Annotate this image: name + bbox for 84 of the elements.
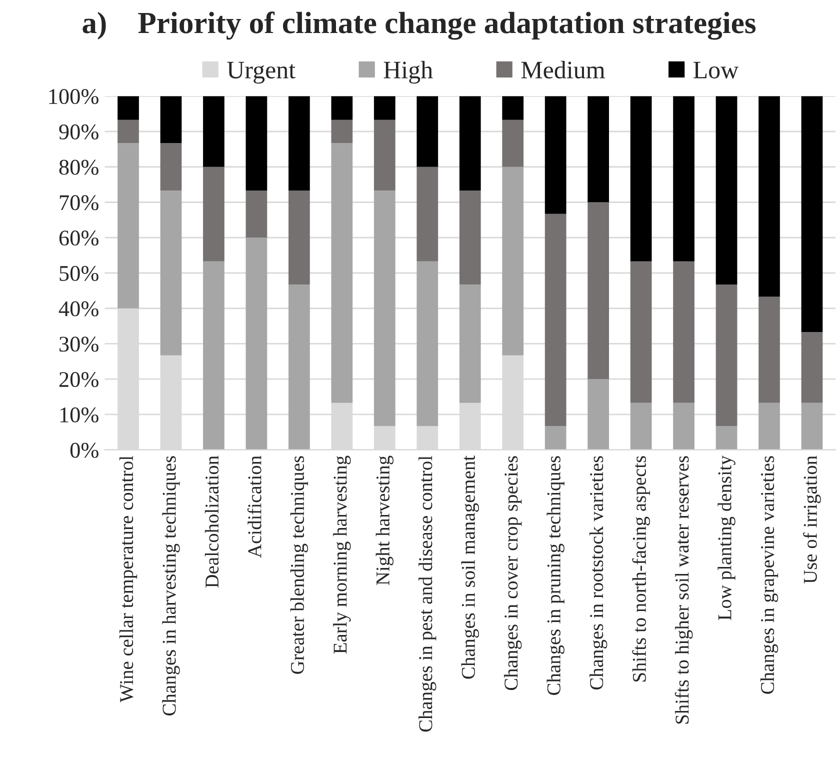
x-tick-label: Shifts to north-facing aspects <box>632 456 650 682</box>
x-tick-label: Low planting density <box>718 455 736 620</box>
bar <box>246 190 268 238</box>
bar <box>673 402 694 450</box>
bar <box>588 96 609 202</box>
legend-label: Low <box>694 62 739 78</box>
bar <box>374 190 396 426</box>
bar <box>630 261 652 403</box>
y-tick-label: 30% <box>60 336 98 352</box>
bar <box>502 166 524 356</box>
y-tick-label: 100% <box>49 89 98 104</box>
bar <box>331 120 353 144</box>
bar <box>118 120 139 144</box>
bar <box>459 96 481 191</box>
bar <box>288 284 310 450</box>
bar <box>374 96 396 120</box>
bar <box>588 202 609 380</box>
bar <box>203 166 224 262</box>
bar <box>716 426 738 450</box>
x-tick-label: Acidification <box>247 456 262 558</box>
x-tick-label: Changes in soil management <box>461 456 479 679</box>
x-tick-label: Changes in pest and disease control <box>418 456 436 732</box>
legend-label: Medium <box>521 60 605 78</box>
bar <box>160 96 182 144</box>
legend-label: High <box>384 60 433 84</box>
bar <box>630 402 652 450</box>
y-tick-label: 20% <box>59 372 98 388</box>
y-tick-label: 40% <box>58 301 98 316</box>
bar <box>288 190 310 285</box>
bar <box>673 261 694 403</box>
bar <box>801 332 823 403</box>
bar <box>716 96 738 285</box>
x-tick-label: Dealcoholization <box>204 456 219 588</box>
bar <box>758 96 780 297</box>
y-tick-label: 90% <box>59 124 98 140</box>
x-tick-label: Changes in cover crop species <box>504 456 522 690</box>
bar <box>331 96 353 120</box>
y-tick-label: 60% <box>59 230 98 246</box>
bar <box>118 96 139 120</box>
bar <box>203 96 224 167</box>
x-tick-label: Wine cellar temperature control <box>119 456 138 702</box>
bar <box>459 284 481 403</box>
y-tick-label: 50% <box>60 266 98 281</box>
bar <box>416 96 438 167</box>
y-tick-label: 80% <box>59 160 98 175</box>
bar <box>630 96 652 262</box>
x-tick-label: Changes in harvesting techniques <box>162 456 180 716</box>
bar <box>288 96 310 191</box>
bar <box>416 261 438 426</box>
bar <box>801 96 823 332</box>
x-tick-label: Changes in grapevine varieties <box>760 456 778 694</box>
x-tick-label: Night harvesting <box>376 456 394 586</box>
bar <box>544 96 566 214</box>
y-tick-label: 10% <box>60 407 98 422</box>
bar <box>673 96 694 262</box>
x-tick-label: Changes in rootstock varieties <box>589 456 608 690</box>
bar <box>758 296 780 403</box>
legend-label: Urgent <box>227 62 296 84</box>
bar <box>502 120 524 167</box>
y-tick-label: 0% <box>70 442 98 458</box>
bar <box>246 96 268 191</box>
bar <box>459 190 481 285</box>
x-tick-label: Use of irrigation <box>803 456 821 584</box>
chart-title: a) Priority of climate change adaptation strategies <box>82 12 756 40</box>
bar <box>160 143 182 191</box>
bar <box>502 96 524 120</box>
x-tick-label: Changes in pruning techniques <box>546 456 564 695</box>
bar <box>801 402 823 450</box>
bar <box>374 120 396 191</box>
x-tick-label: Shifts to higher soil water reserves <box>674 456 693 724</box>
bar <box>544 426 566 450</box>
bar <box>416 166 438 262</box>
bar <box>758 402 780 450</box>
bar <box>246 238 268 450</box>
bar <box>203 261 224 450</box>
x-tick-label: Early morning harvesting <box>333 456 351 654</box>
bar <box>160 190 182 356</box>
y-tick-label: 70% <box>60 195 98 210</box>
bar <box>118 143 139 308</box>
bar <box>331 143 353 403</box>
bar <box>588 379 609 450</box>
bar <box>544 214 566 426</box>
x-tick-label: Greater blending techniques <box>290 456 308 674</box>
bar <box>716 284 738 426</box>
